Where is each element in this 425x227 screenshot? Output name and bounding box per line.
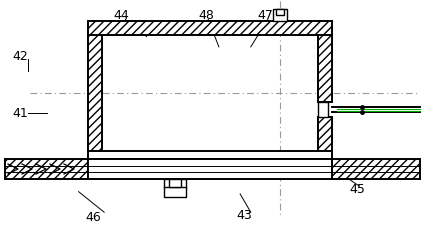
Bar bbox=[318, 118, 332, 151]
Text: 48: 48 bbox=[198, 9, 214, 22]
Text: 47: 47 bbox=[258, 9, 274, 22]
Bar bbox=[88, 159, 332, 179]
Bar bbox=[88, 22, 332, 36]
Bar bbox=[88, 36, 102, 151]
Text: 41: 41 bbox=[12, 107, 28, 120]
Bar bbox=[276, 10, 284, 16]
Text: 45: 45 bbox=[349, 182, 365, 195]
Bar bbox=[169, 179, 181, 187]
Bar bbox=[5, 159, 88, 179]
Bar bbox=[88, 151, 332, 159]
Bar bbox=[318, 36, 332, 103]
Text: 46: 46 bbox=[85, 210, 102, 223]
Bar bbox=[318, 36, 332, 103]
Bar bbox=[273, 10, 287, 22]
Text: 43: 43 bbox=[236, 208, 252, 221]
Bar bbox=[88, 22, 332, 36]
Bar bbox=[88, 36, 102, 151]
Bar bbox=[318, 103, 328, 118]
Text: 42: 42 bbox=[12, 50, 28, 63]
Bar bbox=[5, 159, 88, 179]
Bar bbox=[332, 159, 420, 179]
Bar bbox=[318, 118, 332, 151]
Bar bbox=[164, 179, 186, 197]
Bar bbox=[332, 159, 420, 179]
Text: 44: 44 bbox=[113, 9, 129, 22]
